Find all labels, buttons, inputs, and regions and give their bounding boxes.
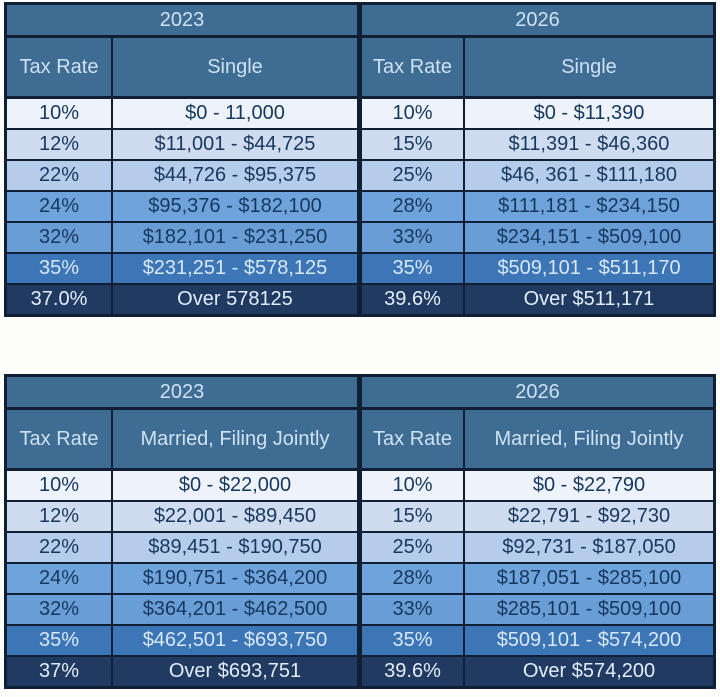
year-header-2023: 2023 xyxy=(7,5,357,35)
bracket-cell: $234,151 - $509,100 xyxy=(463,221,713,252)
tax-rate-cell: 10% xyxy=(7,468,111,500)
bracket-cell: $0 - 11,000 xyxy=(111,96,357,128)
tax-rate-cell: 28% xyxy=(357,562,463,593)
bracket-cell: $22,791 - $92,730 xyxy=(463,500,713,531)
bracket-cell: $11,391 - $46,360 xyxy=(463,128,713,159)
bracket-cell: $364,201 - $462,500 xyxy=(111,593,357,624)
tax-rate-cell: 35% xyxy=(7,252,111,283)
tax-rate-cell: 10% xyxy=(357,96,463,128)
bracket-cell: $0 - $22,000 xyxy=(111,468,357,500)
tax-rate-cell: 33% xyxy=(357,593,463,624)
tax-rate-cell: 24% xyxy=(7,190,111,221)
tax-rate-cell: 28% xyxy=(357,190,463,221)
bracket-cell: Over $574,200 xyxy=(463,655,713,686)
bracket-cell: $111,181 - $234,150 xyxy=(463,190,713,221)
tax-rate-cell: 35% xyxy=(357,624,463,655)
column-header-filing-status: Single xyxy=(463,35,713,96)
column-header-filing-status: Married, Filing Jointly xyxy=(463,407,713,468)
tax-table-single: 2023 2026 Tax Rate Single Tax Rate Singl… xyxy=(4,2,716,317)
bracket-cell: $46, 361 - $111,180 xyxy=(463,159,713,190)
bracket-cell: $509,101 - $511,170 xyxy=(463,252,713,283)
column-header-tax-rate: Tax Rate xyxy=(357,35,463,96)
bracket-cell: $22,001 - $89,450 xyxy=(111,500,357,531)
tax-rate-cell: 25% xyxy=(357,531,463,562)
bracket-cell: $95,376 - $182,100 xyxy=(111,190,357,221)
tax-rate-cell: 39.6% xyxy=(357,283,463,314)
bracket-cell: $285,101 - $509,100 xyxy=(463,593,713,624)
column-header-tax-rate: Tax Rate xyxy=(7,407,111,468)
bracket-cell: Over $693,751 xyxy=(111,655,357,686)
column-header-filing-status: Single xyxy=(111,35,357,96)
tax-rate-cell: 15% xyxy=(357,500,463,531)
tax-rate-cell: 32% xyxy=(7,221,111,252)
bracket-cell: $187,051 - $285,100 xyxy=(463,562,713,593)
column-header-tax-rate: Tax Rate xyxy=(7,35,111,96)
tax-rate-cell: 12% xyxy=(7,128,111,159)
tax-rate-cell: 22% xyxy=(7,159,111,190)
tax-rate-cell: 24% xyxy=(7,562,111,593)
bracket-cell: Over 578125 xyxy=(111,283,357,314)
tax-rate-cell: 10% xyxy=(7,96,111,128)
bracket-cell: $89,451 - $190,750 xyxy=(111,531,357,562)
tax-rate-cell: 10% xyxy=(357,468,463,500)
bracket-cell: $11,001 - $44,725 xyxy=(111,128,357,159)
tax-rate-cell: 37.0% xyxy=(7,283,111,314)
tax-rate-cell: 35% xyxy=(7,624,111,655)
bracket-cell: $190,751 - $364,200 xyxy=(111,562,357,593)
tax-rate-cell: 33% xyxy=(357,221,463,252)
year-header-2023: 2023 xyxy=(7,377,357,407)
bracket-cell: $509,101 - $574,200 xyxy=(463,624,713,655)
bracket-cell: Over $511,171 xyxy=(463,283,713,314)
column-header-filing-status: Married, Filing Jointly xyxy=(111,407,357,468)
tax-rate-cell: 37% xyxy=(7,655,111,686)
tax-table-married: 2023 2026 Tax Rate Married, Filing Joint… xyxy=(4,374,716,689)
column-header-tax-rate: Tax Rate xyxy=(357,407,463,468)
year-header-2026: 2026 xyxy=(357,377,713,407)
tax-rate-cell: 22% xyxy=(7,531,111,562)
tax-rate-cell: 39.6% xyxy=(357,655,463,686)
tax-rate-cell: 32% xyxy=(7,593,111,624)
tax-rate-cell: 25% xyxy=(357,159,463,190)
bracket-cell: $0 - $22,790 xyxy=(463,468,713,500)
bracket-cell: $182,101 - $231,250 xyxy=(111,221,357,252)
year-header-2026: 2026 xyxy=(357,5,713,35)
tax-rate-cell: 15% xyxy=(357,128,463,159)
tax-rate-cell: 35% xyxy=(357,252,463,283)
bracket-cell: $462,501 - $693,750 xyxy=(111,624,357,655)
bracket-cell: $92,731 - $187,050 xyxy=(463,531,713,562)
tax-rate-cell: 12% xyxy=(7,500,111,531)
bracket-cell: $231,251 - $578,125 xyxy=(111,252,357,283)
bracket-cell: $44,726 - $95,375 xyxy=(111,159,357,190)
bracket-cell: $0 - $11,390 xyxy=(463,96,713,128)
